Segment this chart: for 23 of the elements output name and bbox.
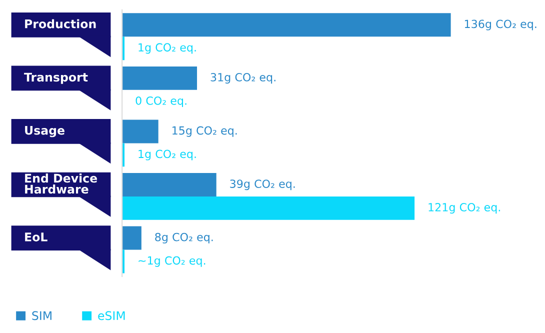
bar bbox=[122, 196, 415, 220]
data-label: 1g CO₂ eq. bbox=[138, 150, 196, 160]
y-tick-label: End Device Hardware bbox=[25, 174, 98, 194]
data-label: 1g CO₂ eq. bbox=[138, 43, 196, 54]
legend-label: SIM bbox=[32, 311, 52, 320]
data-label: 121g CO₂ eq. bbox=[428, 203, 500, 214]
data-label: 31g CO₂ eq. bbox=[210, 73, 276, 84]
y-tick-label: Usage bbox=[25, 126, 64, 138]
data-label: 136g CO₂ eq. bbox=[464, 20, 536, 30]
data-label: 8g CO₂ eq. bbox=[155, 232, 213, 244]
bar bbox=[122, 13, 451, 37]
y-tick-label: Production bbox=[25, 19, 96, 28]
y-tick-label: Transport bbox=[24, 72, 88, 84]
bar bbox=[122, 226, 142, 250]
bar bbox=[122, 66, 198, 90]
bar bbox=[122, 173, 216, 196]
data-label: 0 CO₂ eq. bbox=[136, 96, 186, 108]
bar bbox=[122, 120, 158, 144]
y-tick-label: EoL bbox=[25, 232, 48, 242]
legend-label: eSIM bbox=[98, 311, 125, 320]
data-label: 15g CO₂ eq. bbox=[172, 126, 237, 137]
data-label: 39g CO₂ eq. bbox=[230, 180, 295, 190]
data-label: ~1g CO₂ eq. bbox=[138, 256, 206, 267]
